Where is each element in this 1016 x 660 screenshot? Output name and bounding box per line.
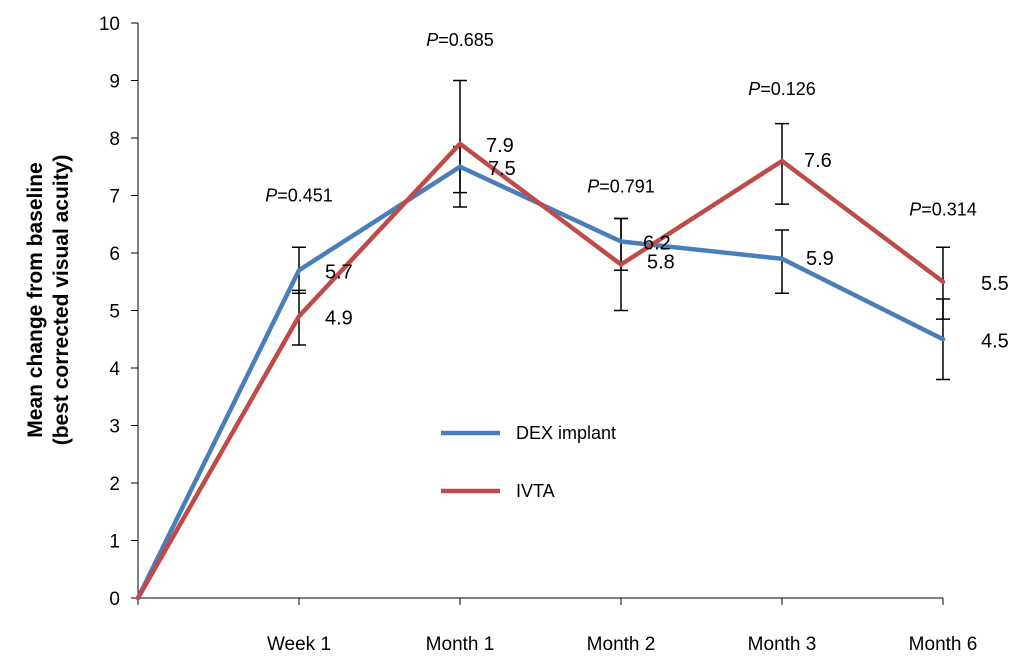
y-tick-label: 1 (109, 532, 120, 553)
y-tick-label: 0 (109, 589, 120, 610)
y-tick-label: 7 (109, 187, 120, 208)
p-value-prefix: P (265, 185, 277, 205)
p-value-label: P=0.126 (748, 79, 816, 99)
p-value-number: =0.451 (277, 185, 333, 205)
p-value-number: =0.126 (760, 79, 816, 99)
y-tick-label: 3 (109, 417, 120, 438)
series-lines (135, 141, 946, 601)
x-tick-label: Month 1 (426, 634, 495, 655)
p-value-number: =0.314 (921, 200, 977, 220)
p-value-prefix: P (909, 200, 921, 220)
chart-legend: DEX implant IVTA (441, 423, 616, 501)
y-tick-label: 6 (109, 244, 120, 265)
y-axis-label-line2: (best corrected visual acuity) (50, 155, 73, 446)
y-tick-label: 8 (109, 129, 120, 150)
y-tick-label: 2 (109, 474, 120, 495)
x-tick-label: Month 3 (748, 634, 817, 655)
data-label: 4.9 (325, 307, 353, 329)
data-label: 5.5 (981, 273, 1009, 295)
data-label: 7.5 (488, 158, 516, 180)
p-value-number: =0.791 (599, 177, 655, 197)
legend-label-dex-implant: DEX implant (516, 423, 616, 443)
x-tick-label: Week 1 (267, 634, 331, 655)
p-value-prefix: P (426, 30, 438, 50)
y-tick-label: 5 (109, 302, 120, 323)
data-label: 5.8 (647, 252, 675, 274)
p-value-label: P=0.791 (587, 177, 655, 197)
y-tick-label: 10 (99, 14, 120, 35)
x-tick-label: Month 2 (587, 634, 656, 655)
data-label: 7.6 (804, 150, 832, 172)
y-tick-label: 9 (109, 72, 120, 93)
p-value-label: P=0.314 (909, 200, 977, 220)
chart-axes: 0 1 2 3 4 5 6 7 8 9 10 Week 1 Month 1 Month 2 Month 3 M… (99, 14, 977, 655)
series-line-ivta (135, 141, 946, 601)
p-value-prefix: P (587, 177, 599, 197)
legend-label-ivta: IVTA (516, 481, 555, 501)
error-bars (292, 79, 950, 381)
p-value-label: P=0.451 (265, 185, 333, 205)
data-label: 5.7 (325, 261, 353, 283)
data-label: 5.9 (806, 248, 834, 270)
y-axis-label-line1: Mean change from baseline (24, 162, 47, 437)
x-tick-label: Month 6 (909, 634, 978, 655)
data-label: 7.9 (486, 135, 514, 157)
p-value-label: P=0.685 (426, 30, 494, 50)
data-label: 6.2 (643, 233, 671, 255)
p-value-prefix: P (748, 79, 760, 99)
data-label: 4.5 (981, 330, 1009, 352)
data-labels: 5.7 7.5 6.2 5.9 4.5 4.9 7.9 5.8 7.6 5.5 (325, 135, 1009, 353)
y-tick-label: 4 (109, 359, 120, 380)
p-value-number: =0.685 (438, 30, 494, 50)
